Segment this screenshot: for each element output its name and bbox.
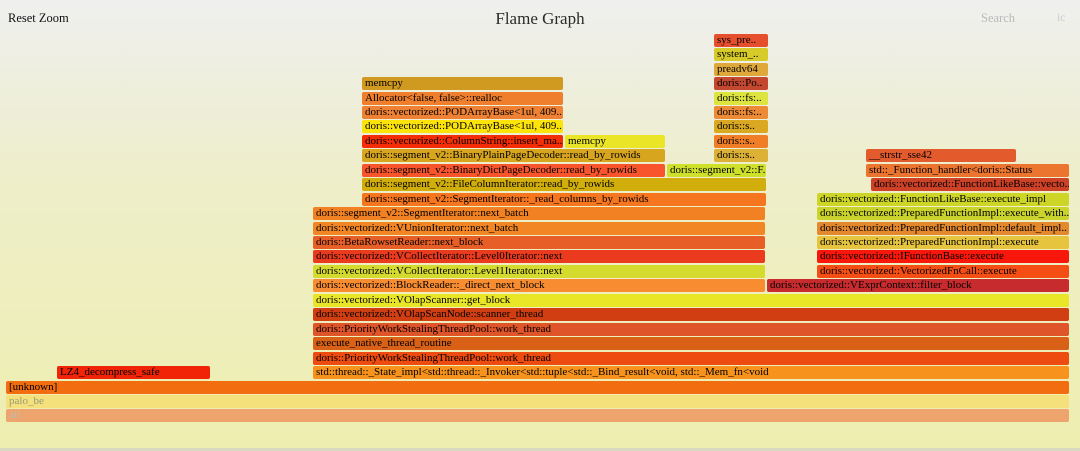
frame-label: doris::vectorized::ColumnString::insert_… xyxy=(365,134,563,147)
frame-label: memcpy xyxy=(568,134,606,147)
frame-label: [unknown] xyxy=(9,380,58,393)
frame-label: doris::fs:.. xyxy=(717,91,762,104)
flame-frame[interactable]: memcpy xyxy=(565,134,665,148)
frame-label: doris::vectorized::PODArrayBase<1ul, 409… xyxy=(365,120,562,133)
frame-label: doris::BetaRowsetReader::next_block xyxy=(316,236,484,248)
flame-frame[interactable]: doris::vectorized::VCollectIterator::Lev… xyxy=(313,250,765,264)
frame-label: all xyxy=(9,409,20,422)
flame-frame[interactable]: doris::vectorized::FunctionLikeBase::vec… xyxy=(871,178,1069,192)
reset-zoom-button[interactable]: Reset Zoom xyxy=(8,11,69,25)
frame-label: __strstr_sse42 xyxy=(869,149,932,162)
search-button[interactable]: Search xyxy=(981,11,1016,25)
frame-label: std::_Function_handler<doris::Status xyxy=(869,163,1033,176)
flame-frame[interactable]: doris::s.. xyxy=(714,120,768,134)
flame-frame[interactable]: sys_pre.. xyxy=(714,33,768,47)
frame-label: doris::PriorityWorkStealingThreadPool::w… xyxy=(316,322,551,335)
flame-frame[interactable]: doris::vectorized::IFunctionBase::execut… xyxy=(817,250,1069,264)
flame-frame[interactable]: doris::vectorized::VOlapScanNode::scanne… xyxy=(313,308,1069,322)
flame-frame[interactable]: doris::BetaRowsetReader::next_block xyxy=(313,236,765,249)
frame-label: doris::vectorized::VOlapScanNode::scanne… xyxy=(316,308,544,321)
flame-frame[interactable]: doris::s.. xyxy=(714,134,768,148)
flame-frame[interactable]: doris::segment_v2::SegmentIterator::next… xyxy=(313,207,765,221)
flame-frame[interactable]: all xyxy=(6,409,1069,423)
frame-label: doris::fs:.. xyxy=(717,105,762,118)
frame-label: doris::vectorized::PreparedFunctionImpl:… xyxy=(820,221,1067,234)
frame-label: doris::s.. xyxy=(717,134,755,147)
frame-label: doris::segment_v2::BinaryDictPageDecoder… xyxy=(365,163,637,176)
frame-label: palo_be xyxy=(9,394,44,407)
frame-label: doris::vectorized::IFunctionBase::execut… xyxy=(820,250,1004,263)
flame-frame[interactable]: doris::vectorized::PreparedFunctionImpl:… xyxy=(817,236,1069,249)
flame-frame[interactable]: palo_be xyxy=(6,394,1069,408)
frame-label: doris::vectorized::PreparedFunctionImpl:… xyxy=(820,236,1039,248)
flame-frame[interactable]: std::thread::_State_impl<std::thread::_I… xyxy=(313,366,1069,379)
flame-frame[interactable]: __strstr_sse42 xyxy=(866,149,1016,163)
frame-label: doris::segment_v2::BinaryPlainPageDecode… xyxy=(365,149,641,162)
flame-frame[interactable]: doris::vectorized::PreparedFunctionImpl:… xyxy=(817,207,1069,221)
flame-frame[interactable]: preadv64 xyxy=(714,62,768,76)
frame-label: doris::segment_v2::F.. xyxy=(670,163,766,176)
frame-label: preadv64 xyxy=(717,62,758,75)
flame-frame[interactable]: doris::vectorized::VOlapScanner::get_blo… xyxy=(313,293,1069,307)
frame-label: execute_native_thread_routine xyxy=(316,337,452,350)
flame-frame[interactable]: doris::vectorized::VCollectIterator::Lev… xyxy=(313,264,765,278)
flame-frame[interactable]: doris::Po.. xyxy=(714,77,768,91)
page-title: Flame Graph xyxy=(495,9,585,28)
frame-label: system_.. xyxy=(717,48,759,61)
frame-label: LZ4_decompress_safe xyxy=(60,366,160,378)
flame-frame[interactable]: memcpy xyxy=(362,77,563,91)
frame-label: doris::vectorized::VCollectIterator::Lev… xyxy=(316,250,563,263)
flame-frame[interactable]: doris::vectorized::PODArrayBase<1ul, 409… xyxy=(362,105,563,119)
flame-frame[interactable]: doris::s.. xyxy=(714,149,768,163)
flame-frame[interactable]: doris::fs:.. xyxy=(714,91,768,105)
flame-frame[interactable]: doris::PriorityWorkStealingThreadPool::w… xyxy=(313,351,1069,365)
flame-frame[interactable]: doris::segment_v2::SegmentIterator::_rea… xyxy=(362,192,766,206)
frame-label: doris::vectorized::PreparedFunctionImpl:… xyxy=(820,207,1069,220)
frame-label: doris::s.. xyxy=(717,149,755,162)
frame-label: doris::PriorityWorkStealingThreadPool::w… xyxy=(316,351,551,364)
flame-frame[interactable]: doris::segment_v2::F.. xyxy=(667,163,766,177)
flame-frame[interactable]: doris::vectorized::VectorizedFnCall::exe… xyxy=(817,264,1069,278)
frame-label: doris::vectorized::VectorizedFnCall::exe… xyxy=(820,264,1017,277)
flame-frame[interactable]: doris::vectorized::VExprContext::filter_… xyxy=(767,279,1069,293)
ignore-case-toggle[interactable]: ic xyxy=(1057,12,1066,24)
flame-frame[interactable]: Allocator<false, false>::realloc xyxy=(362,91,563,105)
frame-label: memcpy xyxy=(365,77,403,90)
frame-label: doris::vectorized::PODArrayBase<1ul, 409… xyxy=(365,105,562,118)
frame-label: doris::vectorized::VOlapScanner::get_blo… xyxy=(316,293,511,306)
frame-label: doris::vectorized::VExprContext::filter_… xyxy=(770,279,972,292)
flame-frame[interactable]: LZ4_decompress_safe xyxy=(57,366,210,379)
flame-frame[interactable]: doris::segment_v2::BinaryPlainPageDecode… xyxy=(362,149,665,163)
flame-frame[interactable]: [unknown] xyxy=(6,380,1069,394)
frame-label: doris::s.. xyxy=(717,120,755,133)
flame-frame[interactable]: doris::vectorized::VUnionIterator::next_… xyxy=(313,221,765,235)
frame-label: doris::vectorized::FunctionLikeBase::exe… xyxy=(820,192,1047,205)
frame-label: doris::vectorized::BlockReader::_direct_… xyxy=(316,279,545,292)
frame-label: doris::segment_v2::SegmentIterator::next… xyxy=(316,207,529,220)
flame-frame[interactable]: doris::vectorized::BlockReader::_direct_… xyxy=(313,279,765,293)
flame-frame[interactable]: doris::segment_v2::BinaryDictPageDecoder… xyxy=(362,163,665,177)
frame-label: std::thread::_State_impl<std::thread::_I… xyxy=(316,366,769,378)
frame-label: doris::segment_v2::FileColumnIterator::r… xyxy=(365,178,615,191)
flame-frame[interactable]: doris::vectorized::FunctionLikeBase::exe… xyxy=(817,192,1069,206)
flame-frame[interactable]: doris::fs:.. xyxy=(714,105,768,119)
frame-label: doris::vectorized::VUnionIterator::next_… xyxy=(316,221,519,234)
flame-frame[interactable]: std::_Function_handler<doris::Status xyxy=(866,163,1069,177)
flame-frame[interactable]: doris::vectorized::PODArrayBase<1ul, 409… xyxy=(362,120,563,134)
flame-frame[interactable]: system_.. xyxy=(714,48,768,62)
frame-label: doris::vectorized::FunctionLikeBase::vec… xyxy=(874,178,1069,191)
frame-label: sys_pre.. xyxy=(717,33,757,46)
flame-frame[interactable]: doris::vectorized::ColumnString::insert_… xyxy=(362,134,563,148)
flame-frame[interactable]: doris::PriorityWorkStealingThreadPool::w… xyxy=(313,322,1069,336)
flame-frame[interactable]: execute_native_thread_routine xyxy=(313,337,1069,351)
flame-frame[interactable]: doris::vectorized::PreparedFunctionImpl:… xyxy=(817,221,1069,235)
frame-label: doris::vectorized::VCollectIterator::Lev… xyxy=(316,264,563,277)
frame-label: Allocator<false, false>::realloc xyxy=(365,91,503,104)
frame-label: doris::segment_v2::SegmentIterator::_rea… xyxy=(365,192,649,205)
flame-frame[interactable]: doris::segment_v2::FileColumnIterator::r… xyxy=(362,178,766,192)
frame-label: doris::Po.. xyxy=(717,77,763,90)
